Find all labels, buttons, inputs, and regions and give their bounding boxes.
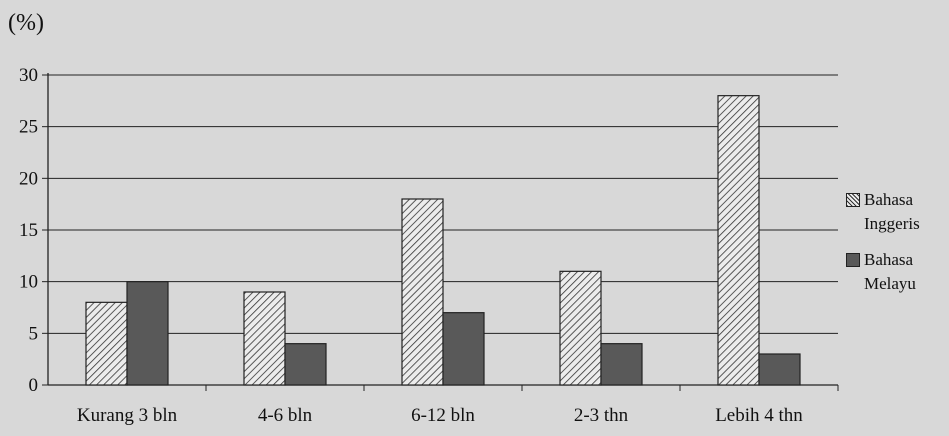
legend-item-bahasa-melayu: Bahasa Melayu	[846, 248, 944, 296]
y-tick-label: 15	[19, 220, 38, 241]
x-tick-label: 6-12 bln	[411, 405, 475, 426]
bar-bahasa-melayu	[600, 343, 643, 386]
bars	[85, 95, 801, 386]
bar-bahasa-inggeris	[401, 198, 444, 386]
y-tick-label: 20	[19, 168, 38, 189]
bar-bahasa-melayu	[284, 343, 327, 386]
bar-bahasa-melayu	[442, 312, 485, 386]
x-tick-label: 2-3 thn	[574, 405, 629, 426]
bar-bahasa-inggeris	[717, 95, 760, 386]
y-tick-label: 30	[19, 65, 38, 86]
bar-bahasa-inggeris	[243, 291, 286, 386]
x-tick-label: Kurang 3 bln	[77, 405, 178, 426]
y-tick-label: 5	[29, 323, 39, 344]
bar-bahasa-melayu	[758, 353, 801, 386]
legend: Bahasa Inggeris Bahasa Melayu	[846, 188, 944, 308]
legend-item-bahasa-inggeris: Bahasa Inggeris	[846, 188, 944, 236]
y-tick-label: 0	[29, 375, 39, 396]
legend-label: Bahasa Melayu	[864, 250, 916, 293]
tick-labels: 0 5 10 15 20 25 30 Kurang 3 bln 4-6 bln 6-12 bln 2…	[19, 65, 803, 426]
y-tick-label: 25	[19, 117, 38, 138]
bar-bahasa-inggeris	[559, 270, 602, 386]
x-tick-label: Lebih 4 thn	[715, 405, 803, 426]
bar-bahasa-melayu	[126, 281, 169, 386]
x-tick-label: 4-6 bln	[258, 405, 313, 426]
legend-swatch-hatched	[846, 193, 860, 207]
legend-label: Bahasa Inggeris	[864, 190, 920, 233]
y-tick-label: 10	[19, 272, 38, 293]
bar-bahasa-inggeris	[85, 301, 128, 386]
legend-swatch-solid	[846, 253, 860, 267]
y-axis-unit-label: (%)	[8, 10, 44, 36]
